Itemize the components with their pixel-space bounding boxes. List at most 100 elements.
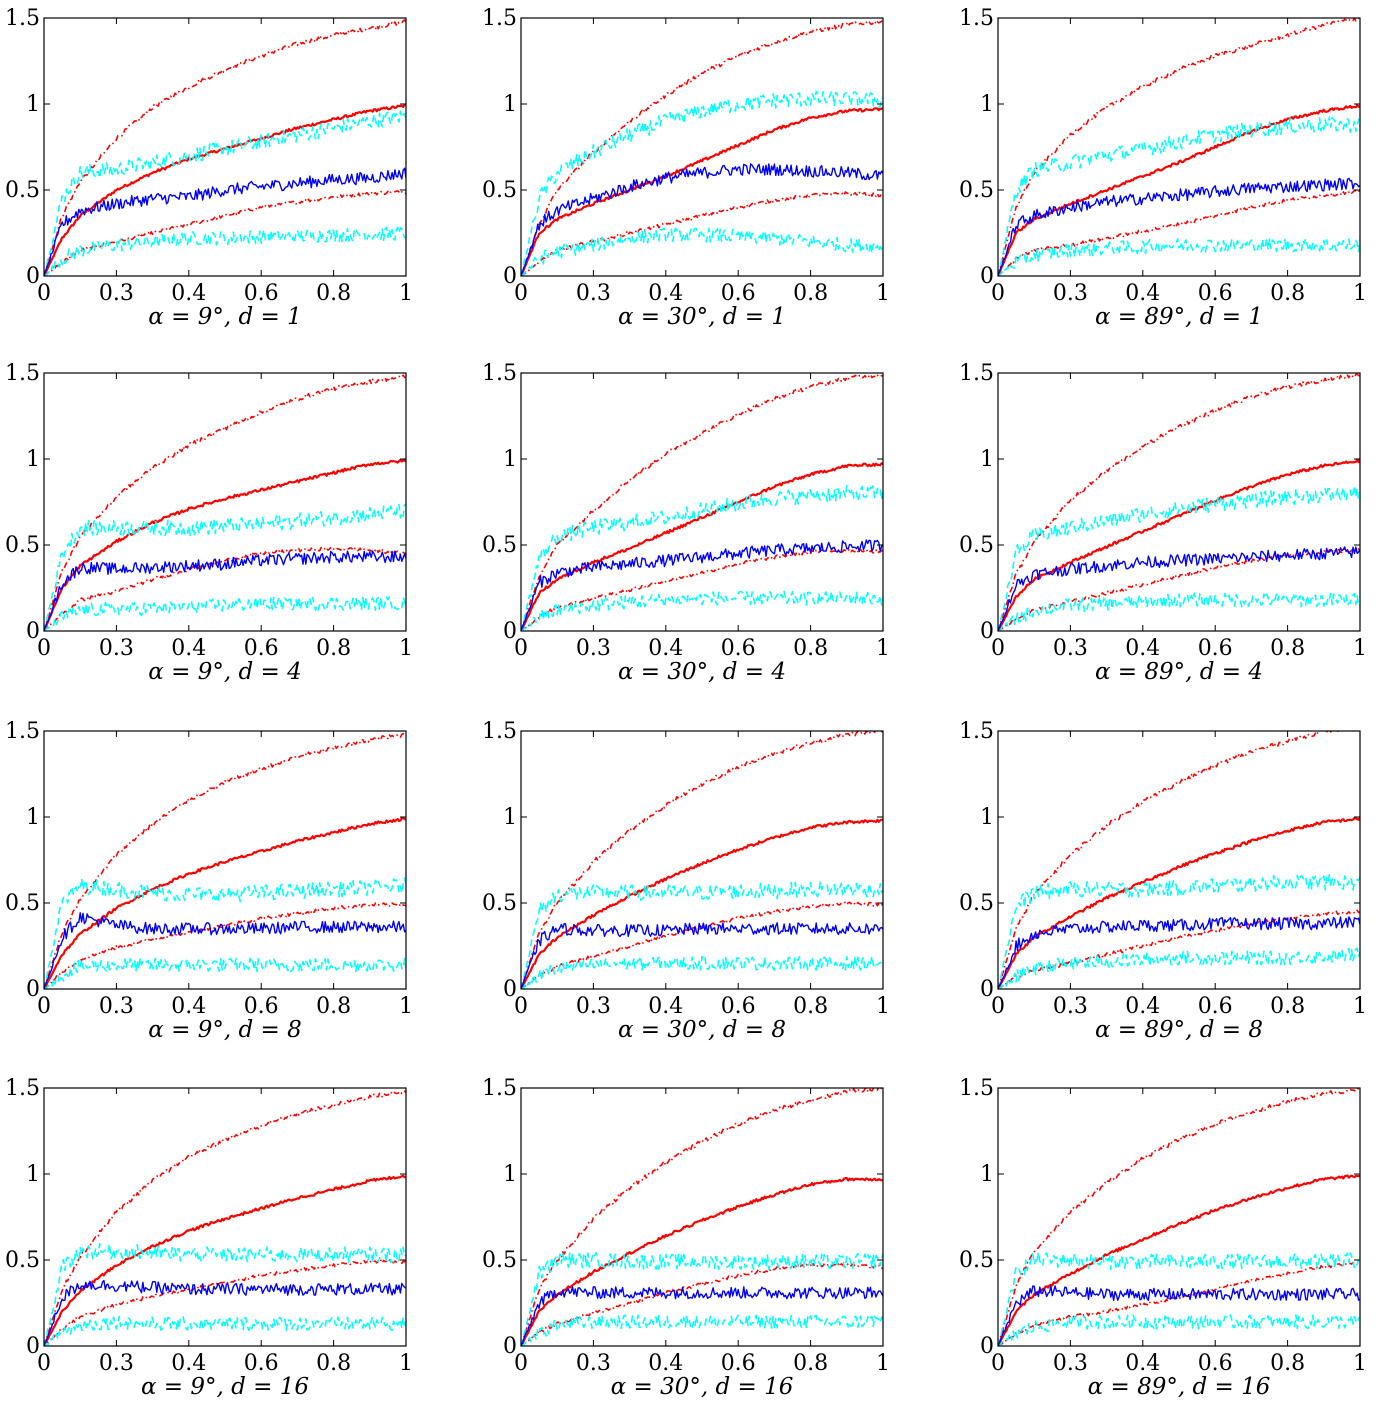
y-tick-label: 0 bbox=[980, 264, 994, 289]
y-tick-label: 0 bbox=[26, 619, 40, 644]
y-tick-label: 0.5 bbox=[5, 891, 40, 916]
series-red-solid bbox=[521, 1177, 883, 1346]
x-tick-label: 0.8 bbox=[1270, 281, 1305, 306]
y-tick-label: 0 bbox=[980, 1334, 994, 1359]
series-cyan-upper bbox=[998, 485, 1360, 631]
series-cyan-upper bbox=[44, 110, 406, 276]
series-cyan-lower bbox=[521, 227, 883, 276]
x-tick-label: 0 bbox=[991, 1351, 1005, 1376]
axes-frame bbox=[43, 1087, 407, 1347]
x-tick-label: 0.8 bbox=[1270, 994, 1305, 1019]
series-red-upper bbox=[44, 19, 406, 276]
series-red-upper bbox=[44, 732, 406, 989]
y-tick-label: 1 bbox=[980, 1162, 994, 1187]
x-tick-label: 0 bbox=[991, 281, 1005, 306]
x-tick-label: 0 bbox=[37, 1351, 51, 1376]
series-red-upper bbox=[998, 18, 1360, 276]
y-tick-label: 0 bbox=[503, 619, 517, 644]
series-red-solid bbox=[521, 818, 883, 989]
x-tick-label: 0.8 bbox=[793, 1351, 828, 1376]
x-tick-label: 0 bbox=[514, 994, 528, 1019]
x-tick-label: 1 bbox=[1353, 994, 1367, 1019]
series-group bbox=[998, 1088, 1360, 1346]
series-cyan-upper bbox=[44, 503, 406, 631]
x-tick-label: 0 bbox=[991, 994, 1005, 1019]
y-tick-label: 1 bbox=[26, 805, 40, 830]
series-blue bbox=[521, 539, 883, 631]
subplot-9: 0 0.5 1 1.5 0 0.3 0.4 0.6 0.8 1 α = 89°, d = 8 bbox=[959, 719, 1367, 1043]
series-group bbox=[44, 374, 406, 631]
series-blue bbox=[521, 163, 883, 276]
x-tick-label: 0 bbox=[514, 281, 528, 306]
series-red-lower bbox=[44, 546, 406, 631]
x-tick-label: 0.3 bbox=[576, 281, 611, 306]
series-cyan-lower bbox=[44, 226, 406, 276]
subplot-7: 0 0.5 1 1.5 0 0.3 0.4 0.6 0.8 1 α = 9°, d = 8 bbox=[5, 719, 413, 1043]
series-group bbox=[998, 373, 1360, 631]
series-group bbox=[44, 732, 406, 989]
y-tick-label: 0.5 bbox=[5, 1248, 40, 1273]
x-tick-label: 0 bbox=[37, 636, 51, 661]
x-tick-label: 0.4 bbox=[1125, 1351, 1160, 1376]
series-red-solid bbox=[44, 1174, 406, 1346]
series-cyan-lower bbox=[521, 955, 883, 989]
axes-frame bbox=[43, 730, 407, 990]
x-tick-label: 0.4 bbox=[171, 281, 206, 306]
subplot-caption: α = 9°, d = 4 bbox=[148, 659, 301, 685]
y-tick-label: 0.5 bbox=[5, 533, 40, 558]
y-tick-label: 0.5 bbox=[482, 178, 517, 203]
x-tick-label: 0.3 bbox=[576, 636, 611, 661]
series-red-lower bbox=[998, 189, 1360, 276]
y-tick-label: 1 bbox=[26, 1162, 40, 1187]
x-tick-label: 1 bbox=[1353, 636, 1367, 661]
series-red-lower bbox=[44, 1259, 406, 1346]
x-tick-label: 0.3 bbox=[1053, 636, 1088, 661]
series-group bbox=[521, 373, 883, 631]
x-tick-label: 0.6 bbox=[721, 1351, 756, 1376]
x-tick-label: 1 bbox=[399, 281, 413, 306]
x-tick-label: 0.3 bbox=[99, 1351, 134, 1376]
series-cyan-upper bbox=[998, 116, 1360, 276]
x-tick-label: 1 bbox=[876, 636, 890, 661]
x-tick-label: 0.8 bbox=[1270, 1351, 1305, 1376]
series-blue bbox=[998, 546, 1360, 631]
subplot-2: 0 0.5 1 1.5 0 0.3 0.4 0.6 0.8 1 α = 30°, d = 1 bbox=[482, 6, 890, 330]
series-cyan-lower bbox=[44, 595, 406, 631]
y-tick-label: 1.5 bbox=[482, 1076, 517, 1101]
series-red-lower bbox=[998, 547, 1360, 631]
y-tick-label: 0.5 bbox=[959, 178, 994, 203]
y-tick-label: 1 bbox=[503, 1162, 517, 1187]
x-tick-label: 0 bbox=[37, 994, 51, 1019]
y-tick-label: 1 bbox=[980, 92, 994, 117]
subplot-10: 0 0.5 1 1.5 0 0.3 0.4 0.6 0.8 1 α = 9°, d = 16 bbox=[5, 1076, 413, 1400]
series-cyan-upper bbox=[521, 1252, 883, 1346]
y-tick-label: 0 bbox=[980, 977, 994, 1002]
y-tick-label: 1.5 bbox=[482, 361, 517, 386]
subplot-5: 0 0.5 1 1.5 0 0.3 0.4 0.6 0.8 1 α = 30°, d = 4 bbox=[482, 361, 890, 685]
series-cyan-upper bbox=[521, 484, 883, 631]
series-group bbox=[44, 19, 406, 276]
x-tick-label: 0 bbox=[514, 636, 528, 661]
y-tick-label: 0.5 bbox=[482, 1248, 517, 1273]
y-tick-label: 1.5 bbox=[5, 361, 40, 386]
axes-frame bbox=[520, 1087, 884, 1347]
series-cyan-lower bbox=[998, 237, 1360, 276]
x-tick-label: 0.6 bbox=[721, 636, 756, 661]
series-red-upper bbox=[521, 373, 883, 631]
x-tick-label: 0.4 bbox=[171, 1351, 206, 1376]
y-tick-label: 1 bbox=[503, 92, 517, 117]
series-blue bbox=[44, 912, 406, 989]
x-tick-label: 0.8 bbox=[316, 636, 351, 661]
subplot-caption: α = 89°, d = 4 bbox=[1095, 659, 1263, 685]
series-blue bbox=[521, 1286, 883, 1346]
series-cyan-lower bbox=[998, 947, 1360, 989]
series-group bbox=[44, 1090, 406, 1346]
y-tick-label: 1.5 bbox=[5, 719, 40, 744]
x-tick-label: 0.8 bbox=[316, 994, 351, 1019]
y-tick-label: 0 bbox=[26, 1334, 40, 1359]
subplot-caption: α = 9°, d = 8 bbox=[148, 1017, 301, 1043]
x-tick-label: 1 bbox=[876, 1351, 890, 1376]
y-tick-label: 0.5 bbox=[482, 891, 517, 916]
subplot-caption: α = 9°, d = 1 bbox=[148, 304, 301, 330]
x-tick-label: 1 bbox=[399, 636, 413, 661]
